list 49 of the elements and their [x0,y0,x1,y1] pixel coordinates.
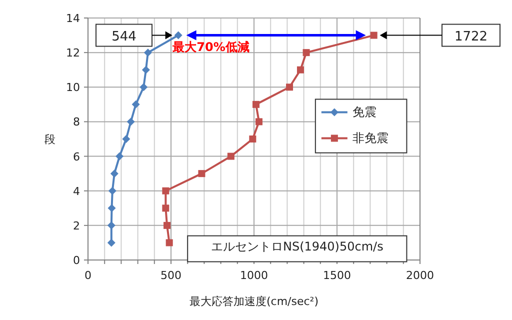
y-tick-label: 14 [66,12,80,25]
annotation: 1722 [442,24,500,47]
point [144,48,152,57]
note-box: エルセントロNS(1940)50cm/s [187,235,408,262]
annotation: 544 [96,24,152,47]
point [227,152,234,160]
y-tick-label: 10 [66,81,80,94]
x-axis-title: 最大応答加速度(cm/sec²) [189,295,319,308]
point [198,170,206,178]
point [164,222,171,229]
y-tick-label: 0 [73,254,80,267]
point [107,221,116,230]
point [174,31,182,40]
point [249,136,256,142]
point [370,32,378,39]
y-axis-title: 段 [44,133,56,146]
point [116,152,124,160]
point [142,66,150,74]
point [302,49,310,56]
point [110,170,118,178]
annotation: エルセントロNS(1940)50cm/s [210,239,384,254]
point [162,187,170,194]
x-tick-label: 1000 [240,269,268,282]
y-tick-label: 12 [66,46,80,60]
point [108,186,116,195]
point [286,84,294,91]
point [108,204,116,212]
point [296,66,304,74]
point [132,100,140,108]
point [252,100,260,108]
legend-label: 非免震 [352,131,388,146]
y-tick-label: 6 [73,150,80,164]
legend-label: 免震 [352,105,376,120]
x-tick-label: 500 [160,269,182,282]
point [162,204,170,212]
point [140,83,148,92]
point [122,135,130,143]
x-tick-label: 2000 [406,269,434,282]
annotation: 544 [112,29,136,44]
point [255,118,262,126]
point [107,238,116,247]
x-tick-label: 1500 [323,269,351,282]
y-tick-label: 8 [73,116,80,129]
point [126,118,135,126]
annotation: 最大70%低減 [172,40,250,54]
y-tick-label: 2 [73,219,80,232]
y-tick-label: 4 [73,184,80,198]
point [166,239,173,246]
x-tick-label: 0 [84,269,92,282]
